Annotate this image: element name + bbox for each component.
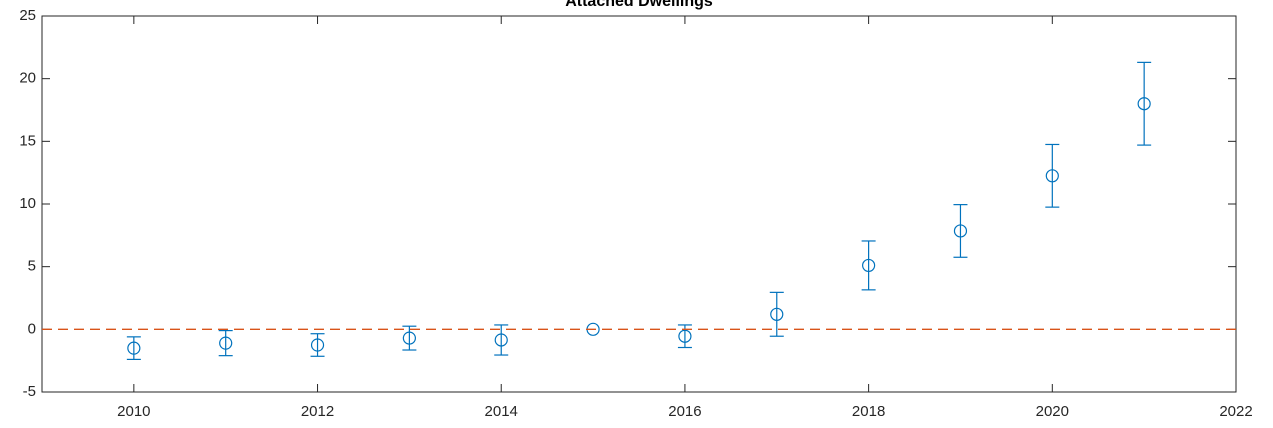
plot-area [41,15,1237,393]
point [1137,97,1151,111]
x-tick-label: 2012 [301,403,334,420]
y-tick-label: 10 [19,195,36,212]
error-bar [1137,61,1152,146]
y-tick-label: -5 [23,383,36,400]
y-tick-label: 5 [28,258,36,275]
x-tick-label: 2014 [485,403,518,420]
error-bar [494,324,509,356]
chart-title: Attached Dwellings [565,0,713,10]
error-bar [126,336,141,361]
y-tick-label: 25 [19,7,36,24]
error-bar [310,333,325,357]
point [219,336,233,350]
x-tick-label: 2010 [117,403,150,420]
error-bar [1045,143,1060,208]
error-bar [218,329,233,357]
point [770,307,784,321]
error-bar [953,204,968,258]
point [862,258,876,273]
point [494,333,508,347]
point [310,338,325,352]
x-tick-label: 2020 [1036,403,1069,420]
y-tick-label: 15 [19,132,36,149]
x-tick-label: 2018 [852,403,885,420]
x-tick-label: 2022 [1219,403,1252,420]
error-bar [769,291,784,337]
y-tick-label: 20 [19,70,36,87]
point [402,331,416,345]
y-tick-label: 0 [28,320,36,337]
point [127,341,141,355]
error-bar [402,325,417,351]
x-tick-label: 2016 [668,403,701,420]
point [953,224,968,238]
point [678,329,692,343]
error-bar [861,240,876,291]
point [1045,169,1059,183]
